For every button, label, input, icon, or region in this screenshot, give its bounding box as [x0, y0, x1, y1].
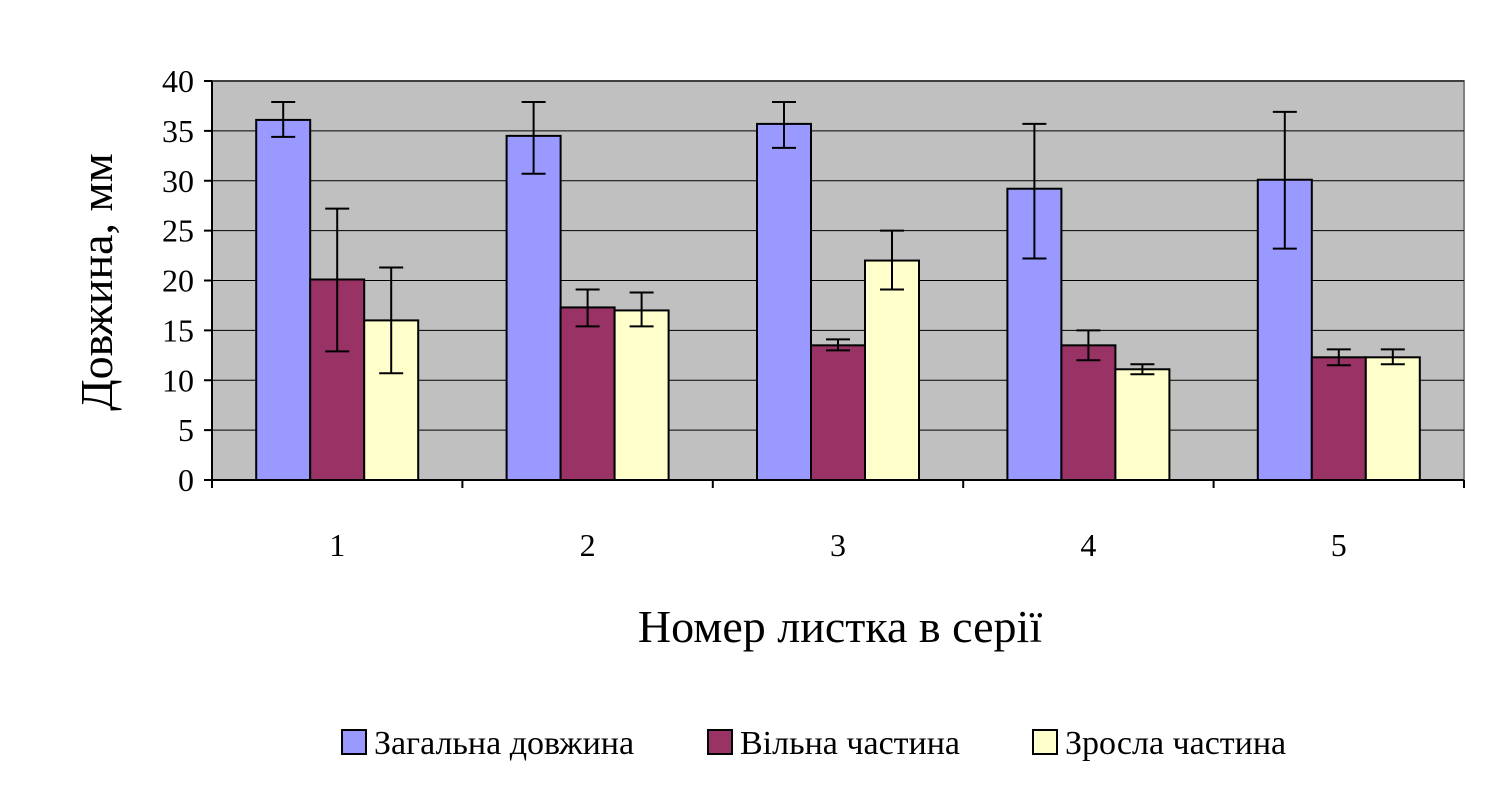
y-tick-label: 40 [162, 63, 194, 99]
y-tick-label: 30 [162, 163, 194, 199]
bar [1006, 187, 1063, 481]
legend-label: Загальна довжина [374, 725, 634, 762]
x-tick-label: 3 [830, 527, 846, 563]
bar [1060, 344, 1117, 481]
y-tick-label: 25 [162, 213, 194, 249]
y-tick-label: 0 [178, 462, 194, 498]
x-tick-label: 4 [1080, 527, 1096, 563]
bar [255, 118, 312, 481]
legend: Загальна довжина Вільна частина Зросла час… [341, 725, 1286, 762]
x-tick-label: 5 [1331, 527, 1347, 563]
legend-swatch [707, 729, 733, 755]
y-axis-title: Довжина, мм [71, 153, 122, 410]
legend-swatch [1032, 729, 1058, 755]
bar [559, 306, 616, 481]
bar [1310, 356, 1367, 481]
bar [864, 259, 920, 481]
plot-area [211, 80, 1465, 482]
legend-label: Зросла частина [1065, 725, 1286, 762]
y-axis-ticks: 0 5 10 15 20 25 30 35 40 [162, 63, 212, 498]
legend-label: Вільна частина [740, 725, 960, 762]
x-axis-ticks: 1 2 3 4 5 [211, 480, 1465, 563]
bar [1114, 368, 1171, 481]
y-tick-label: 20 [162, 263, 194, 299]
bar [613, 309, 670, 481]
x-axis-title: Номер листка в серії [638, 601, 1042, 652]
y-tick-label: 15 [162, 312, 194, 348]
bar [810, 344, 866, 481]
bar [756, 122, 812, 482]
bar [1364, 356, 1421, 481]
y-tick-label: 5 [178, 412, 194, 448]
legend-swatch [341, 729, 367, 755]
bar [505, 134, 562, 482]
x-tick-label: 2 [580, 527, 596, 563]
x-tick-label: 1 [329, 527, 345, 563]
y-tick-label: 10 [162, 362, 194, 398]
y-tick-label: 35 [162, 113, 194, 149]
